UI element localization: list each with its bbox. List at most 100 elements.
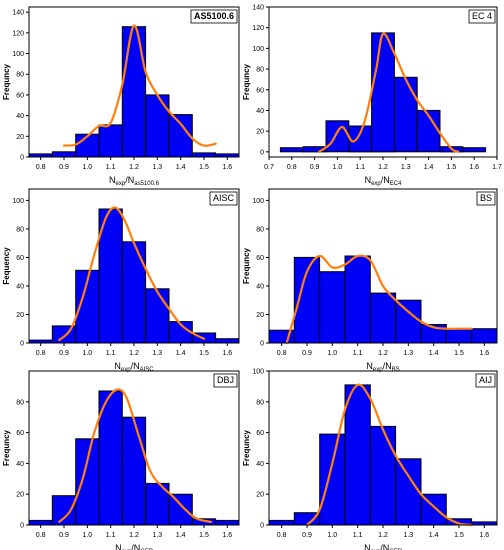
x-tick-label: 1.5 [199,164,209,171]
x-tick-label: 1.0 [327,532,337,539]
histogram-bar [145,288,170,344]
y-tick-label: 60 [256,87,264,94]
chart-panel-4: 0.8 0.9 1.0 1.1 1.2 1.3 1.4 1.5 1.6 0 20 40 60 80 100 F… [242,188,498,373]
x-tick-label: 1.4 [176,164,186,171]
x-tick-label: 0.8 [36,350,46,357]
x-tick-label: 1.3 [152,532,162,539]
y-axis-title: Frequncy [242,63,251,100]
x-tick-label: 1.3 [403,350,413,357]
y-tick-label: 80 [16,399,24,406]
histogram-bar [215,338,240,344]
x-tick-label: 1.7 [492,164,502,171]
y-tick-label: 80 [256,226,264,233]
x-tick-label: 1.3 [152,350,162,357]
y-tick-label: 80 [256,399,264,406]
panel-label: AS5100.6 [194,11,234,21]
x-tick-label: 0.9 [59,532,69,539]
y-tick-label: 40 [256,461,264,468]
histogram-bar [145,94,170,158]
y-axis-title: Frequncy [242,429,251,466]
histogram-bar [369,292,397,344]
x-tick-label: 1.2 [129,164,139,171]
y-tick-label: 140 [252,5,264,12]
histogram-bar [191,152,217,158]
x-tick-label: 0.9 [59,164,69,171]
distribution-curve [305,383,473,527]
x-tick-label: 0.8 [287,164,297,171]
y-tick-label: 0 [20,523,24,530]
histogram-bar [51,495,77,526]
histogram-bar [121,241,147,344]
y-tick-label: 120 [12,30,24,37]
histogram-bar [28,519,53,526]
histogram-bar [344,384,371,526]
x-axis-title: Nexp/NGEP [364,543,402,550]
y-tick-label: 80 [16,72,24,79]
y-tick-label: 40 [16,113,24,120]
panel-label: DBJ [217,375,234,385]
x-tick-label: 0.8 [277,350,287,357]
y-tick-label: 40 [256,108,264,115]
x-axis-title: Nexp/NGEP [115,543,153,550]
y-tick-label: 20 [256,129,264,136]
y-tick-label: 0 [260,341,264,348]
distribution-curve [58,206,206,342]
y-tick-label: 60 [16,92,24,99]
x-tick-label: 1.5 [454,350,464,357]
panel-label: AIJ [479,375,492,385]
x-tick-label: 1.4 [429,350,439,357]
x-tick-label: 1.6 [479,532,489,539]
y-tick-label: 60 [16,255,24,262]
x-tick-label: 0.8 [36,532,46,539]
histogram-bar [395,299,422,344]
histogram-bar [445,328,473,344]
x-tick-label: 1.6 [469,164,479,171]
histogram-bar [416,109,441,153]
panel-label: BS [480,193,492,203]
x-tick-label: 1.6 [222,350,232,357]
y-tick-label: 60 [256,255,264,262]
chart-panel-6: 0.8 0.9 1.0 1.1 1.2 1.3 1.4 1.5 1.6 0 20 40 60 80 100 F… [242,369,498,550]
histogram-bar [462,147,487,153]
y-tick-label: 40 [16,461,24,468]
x-tick-label: 1.4 [176,350,186,357]
y-tick-label: 0 [260,149,264,156]
y-tick-label: 20 [256,312,264,319]
histogram-bar [98,124,123,158]
histogram-bar [268,519,295,526]
y-tick-label: 0 [20,341,24,348]
x-tick-label: 1.0 [333,164,343,171]
distribution-curve [58,388,213,523]
histogram-bar [279,147,304,153]
chart-panel-5: 0.8 0.9 1.0 1.1 1.2 1.3 1.4 1.5 1.6 0 20 40 60 80 Freq… [2,370,240,550]
panel-label-box [190,9,238,24]
x-axis-title: Nexp/NEC4 [365,175,403,187]
x-tick-label: 0.9 [310,164,320,171]
x-tick-label: 1.4 [176,532,186,539]
histogram-bar [51,151,77,158]
panel-label: EC 4 [472,11,492,21]
y-tick-label: 0 [260,523,264,530]
panel-label-box [476,191,496,206]
x-tick-label: 1.2 [378,350,388,357]
y-tick-label: 140 [12,10,24,17]
x-tick-label: 0.7 [264,164,274,171]
panel-label-box [209,191,238,206]
y-tick-label: 100 [12,51,24,58]
histogram-bar [344,255,371,344]
x-tick-label: 1.0 [82,164,92,171]
y-tick-label: 80 [16,226,24,233]
x-tick-label: 1.3 [403,532,413,539]
histogram-bar [215,519,240,526]
distribution-curve [285,254,473,345]
histogram-bar [75,438,100,526]
y-tick-label: 60 [16,430,24,437]
histogram-bar [393,76,418,153]
histogram-bar [325,120,350,153]
x-axis-title: Nexp/Nas5100.6 [109,175,160,187]
x-tick-label: 0.9 [302,532,312,539]
x-tick-label: 1.1 [353,350,363,357]
y-tick-label: 120 [252,25,264,32]
x-tick-label: 1.5 [199,350,209,357]
